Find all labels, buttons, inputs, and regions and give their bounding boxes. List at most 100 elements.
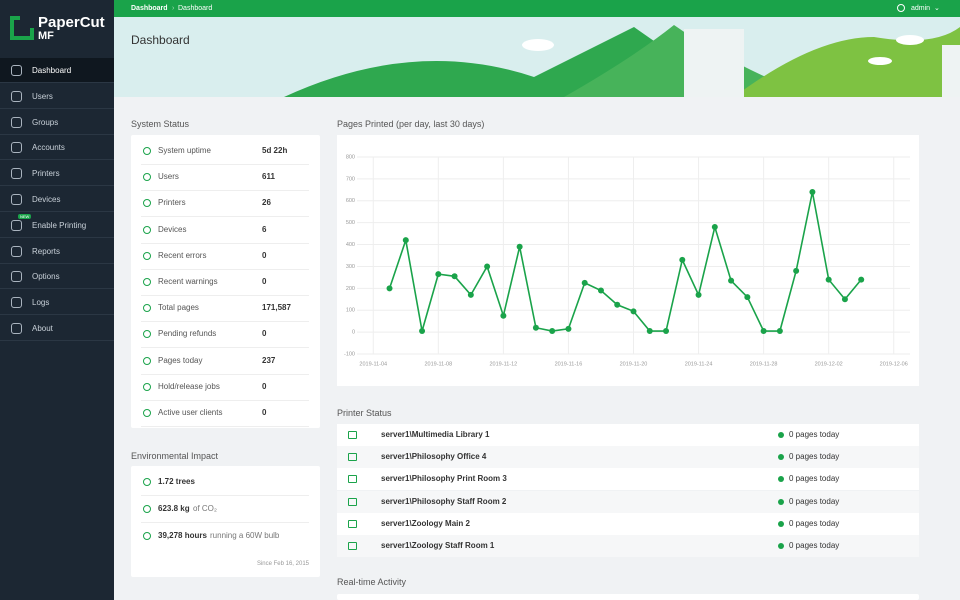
printer-name: server1\Zoology Main 2	[381, 518, 470, 528]
env-footer: Since Feb 16, 2015	[256, 561, 309, 567]
status-icon	[143, 409, 151, 417]
status-dot	[778, 476, 784, 483]
printer-pages: 0 pages today	[789, 430, 840, 439]
x-tick-label: 2019-11-20	[620, 361, 648, 367]
status-icon	[143, 330, 151, 339]
y-tick-label: 100	[346, 308, 355, 314]
status-dot	[778, 454, 784, 461]
nav-label: Devices	[32, 195, 61, 204]
nav-item[interactable]: Users	[0, 84, 114, 109]
section-title: Printer Status	[337, 408, 392, 418]
printer-row[interactable]: server1\Philosophy Staff Room 2 0 pages t…	[337, 490, 919, 513]
status-dot	[778, 498, 784, 505]
nav-label: Dashboard	[32, 66, 72, 75]
status-value: 0	[262, 329, 267, 339]
x-tick-label: 2019-11-24	[685, 361, 713, 367]
printer-row[interactable]: server1\Zoology Main 2 0 pages today	[337, 512, 919, 535]
nav-item[interactable]: About	[0, 316, 114, 341]
point	[467, 291, 474, 298]
nav-item[interactable]: Printers	[0, 161, 114, 187]
nav-item[interactable]: Enable Printing NEW	[0, 213, 114, 238]
status-dot	[778, 432, 784, 438]
sidebar: PaperCut MF Dashboard Users Groups Accounts…	[0, 0, 114, 600]
point	[500, 312, 507, 319]
status-icon	[143, 304, 151, 313]
y-tick-label: 800	[346, 154, 355, 160]
point	[760, 328, 767, 335]
printer-row[interactable]: server1\Philosophy Office 4 0 pages today	[337, 446, 919, 469]
breadcrumb[interactable]: Dashboard	[131, 5, 168, 12]
nav-label: Groups	[32, 117, 59, 127]
logo-suffix: MF	[38, 30, 54, 42]
section-title: Environmental Impact	[131, 451, 219, 461]
status-label: Recent errors	[158, 250, 207, 260]
status-label: Recent warnings	[158, 277, 218, 286]
nav-item[interactable]: Logs	[0, 290, 114, 316]
breadcrumb-sep: ›	[172, 5, 175, 12]
new-badge: NEW	[18, 213, 32, 219]
status-dot	[778, 543, 784, 549]
status-icon	[143, 382, 151, 391]
environmental-card: Since Feb 16, 2015 1.72 trees 623.8 kg of …	[131, 466, 320, 577]
printer-icon	[348, 497, 357, 506]
status-label: Users	[158, 172, 179, 182]
section-title: System Status	[131, 119, 190, 129]
user-caret: ⌄	[934, 5, 940, 12]
nav-icon	[11, 245, 22, 257]
point	[825, 276, 832, 283]
y-tick-label: 300	[346, 264, 355, 270]
printer-pages: 0 pages today	[789, 496, 840, 506]
printer-row[interactable]: server1\Philosophy Print Room 3 0 pages t…	[337, 468, 919, 491]
point	[597, 287, 604, 294]
help-icon[interactable]	[897, 4, 905, 12]
status-row: Hold/release jobs 0	[141, 374, 309, 401]
status-icon	[143, 278, 151, 286]
status-icon	[143, 173, 151, 182]
x-tick-label: 2019-11-12	[490, 361, 518, 367]
system-status-card: System uptime 5d 22h Users 611 Printers 26 Dev…	[131, 135, 320, 428]
line	[388, 191, 862, 332]
status-value: 611	[262, 172, 275, 182]
printer-icon	[348, 475, 357, 484]
nav-item[interactable]: Groups	[0, 110, 114, 135]
printer-name: server1\Philosophy Office 4	[381, 452, 487, 462]
nav-item[interactable]: Options	[0, 264, 114, 290]
status-row: System uptime 5d 22h	[141, 138, 309, 165]
printer-row[interactable]: server1\Zoology Staff Room 1 0 pages toda…	[337, 535, 919, 557]
user-menu[interactable]: admin	[911, 5, 931, 12]
y-tick-label: 700	[346, 176, 355, 182]
logo-text: PaperCut	[38, 14, 105, 31]
printer-pages: 0 pages today	[789, 452, 840, 462]
impact-icon	[143, 532, 151, 540]
status-label: Printers	[158, 198, 186, 208]
printer-name: server1\Philosophy Staff Room 2	[381, 496, 507, 506]
nav-icon	[11, 271, 22, 283]
point	[776, 328, 783, 335]
x-tick-label: 2019-11-04	[359, 361, 387, 367]
nav-item[interactable]: Dashboard	[0, 58, 114, 83]
nav-item[interactable]: Devices	[0, 187, 114, 212]
point	[581, 279, 588, 286]
point	[695, 291, 702, 298]
nav-item[interactable]: Accounts	[0, 135, 114, 161]
point	[630, 308, 637, 315]
status-label: Active user clients	[158, 408, 223, 417]
status-icon	[143, 147, 151, 155]
nav-icon	[11, 65, 22, 76]
chart: -100 0 100 200 300 400 500 600 700 800 2019-11-04 2…	[337, 135, 919, 386]
nav-item[interactable]: Reports	[0, 239, 114, 264]
nav-label: Printers	[32, 169, 60, 179]
status-icon	[143, 251, 151, 260]
printer-name: server1\Philosophy Print Room 3	[381, 474, 507, 484]
status-row: Pages today 237	[141, 348, 309, 375]
breadcrumb[interactable]: Dashboard	[178, 5, 213, 12]
y-tick-label: 400	[346, 242, 355, 248]
printer-pages: 0 pages today	[789, 474, 840, 484]
status-value: 0	[262, 408, 267, 417]
status-row: Users 611	[141, 164, 309, 192]
status-value: 5d 22h	[262, 146, 288, 155]
status-row: Active user clients 0	[141, 400, 309, 427]
nav-icon	[11, 219, 22, 231]
printer-row[interactable]: server1\Multimedia Library 1 0 pages toda…	[337, 424, 919, 446]
